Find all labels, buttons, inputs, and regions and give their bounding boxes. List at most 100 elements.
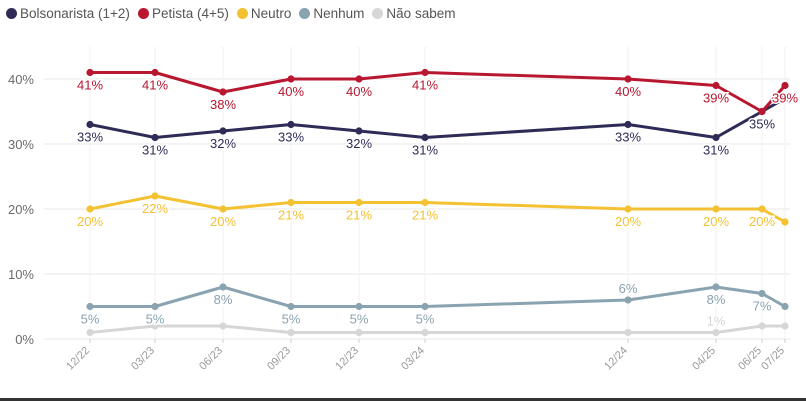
data-point [421,68,429,77]
data-point [151,302,159,311]
x-tick-label: 09/23 [265,345,293,373]
data-point [355,127,363,135]
series-line [88,194,787,224]
data-point [287,302,295,311]
y-tick-label: 0% [15,332,34,347]
data-point [86,302,94,311]
data-point [758,289,766,298]
x-tick-label: 12/23 [333,345,361,373]
legend-item[interactable]: Nenhum [299,6,364,21]
legend-label: Não sabem [386,5,456,21]
data-label: 31% [703,143,729,158]
x-tick-label: 04/25 [690,345,718,373]
bottom-rule [0,398,806,401]
x-tick-label: 03/24 [399,345,427,373]
data-point [712,328,720,337]
data-label: 5% [146,312,165,327]
data-point [421,198,429,207]
series-line [88,97,787,139]
data-label: 38% [210,97,236,112]
data-label: 39% [703,91,729,106]
data-label: 20% [615,214,641,229]
data-label: 21% [346,208,372,223]
data-point [355,75,363,83]
legend-swatch [236,7,248,19]
data-point [287,328,295,337]
data-point [712,81,720,90]
data-point [421,302,429,311]
data-label: 20% [77,214,103,229]
data-point [287,75,295,83]
data-point [758,205,766,213]
x-tick-label: 12/24 [602,345,630,373]
data-point [219,322,227,330]
data-point [624,296,632,304]
legend-swatch [372,7,384,19]
series-line [88,285,787,308]
data-point [219,88,227,96]
data-point [151,133,159,142]
legend-item[interactable]: Petista (4+5) [137,6,229,21]
data-point [219,205,227,213]
data-point [758,322,766,330]
data-point [712,283,720,291]
y-tick-label: 20% [8,202,34,217]
data-point [781,302,789,311]
data-point [355,302,363,311]
data-label: 20% [749,214,775,229]
legend-item[interactable]: Não sabem [372,6,455,21]
data-label: 5% [282,312,301,327]
data-label: 5% [81,312,100,327]
data-label: 31% [412,143,438,158]
data-point [86,120,94,129]
data-point [86,328,94,337]
x-tick-label: 06/23 [197,345,225,373]
data-label: 20% [703,214,729,229]
data-point [287,198,295,207]
legend-swatch [299,7,311,19]
data-label: 21% [278,208,304,223]
data-label: 21% [412,208,438,223]
x-tick-label: 06/25 [736,345,764,373]
x-tick-label: 03/23 [129,345,157,373]
data-point [151,192,159,200]
data-label: 41% [142,78,168,93]
data-label: 5% [350,312,369,327]
data-label: 39% [772,91,798,106]
data-label: 32% [210,136,236,151]
legend-item[interactable]: Neutro [236,6,291,21]
data-label: 20% [210,214,236,229]
legend-label: Nenhum [313,5,365,21]
data-label: 33% [278,130,304,145]
data-point [624,120,632,129]
data-label: 1% [707,314,726,329]
data-label: 33% [77,130,103,145]
data-label: 32% [346,136,372,151]
data-point [712,205,720,213]
data-point [287,120,295,129]
data-point [219,127,227,135]
data-point [355,328,363,337]
data-label: 31% [142,143,168,158]
data-point [624,328,632,337]
data-point [151,68,159,77]
data-point [712,133,720,142]
data-point [624,75,632,83]
data-point [86,205,94,213]
data-point [421,133,429,142]
data-point [624,205,632,213]
data-label: 6% [619,281,638,296]
data-point [781,94,789,103]
data-label: 35% [749,117,775,132]
data-point [219,283,227,291]
legend-item[interactable]: Bolsonarista (1+2) [6,6,130,21]
y-tick-label: 40% [8,72,34,87]
data-label: 5% [416,312,435,327]
y-tick-label: 30% [8,137,34,152]
data-label: 41% [77,78,103,93]
data-point [151,322,159,330]
legend-swatch [137,7,149,19]
y-tick-label: 10% [8,267,34,282]
data-point [355,198,363,207]
